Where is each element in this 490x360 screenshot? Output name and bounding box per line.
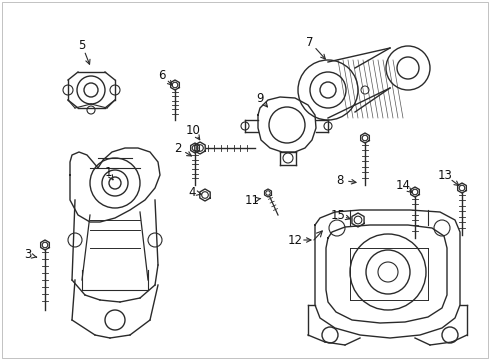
Text: 5: 5 <box>78 39 86 51</box>
Text: 6: 6 <box>158 68 166 81</box>
Text: 10: 10 <box>186 123 200 136</box>
Text: 14: 14 <box>395 179 411 192</box>
Text: 1: 1 <box>104 166 112 179</box>
Text: 2: 2 <box>174 141 182 154</box>
Text: 8: 8 <box>336 174 343 186</box>
Text: 4: 4 <box>188 185 196 198</box>
Text: 13: 13 <box>438 168 452 181</box>
Text: 11: 11 <box>245 194 260 207</box>
Text: 3: 3 <box>24 248 32 261</box>
Text: 7: 7 <box>306 36 314 49</box>
Text: 15: 15 <box>331 208 345 221</box>
Text: 9: 9 <box>256 91 264 104</box>
Text: 12: 12 <box>288 234 302 247</box>
